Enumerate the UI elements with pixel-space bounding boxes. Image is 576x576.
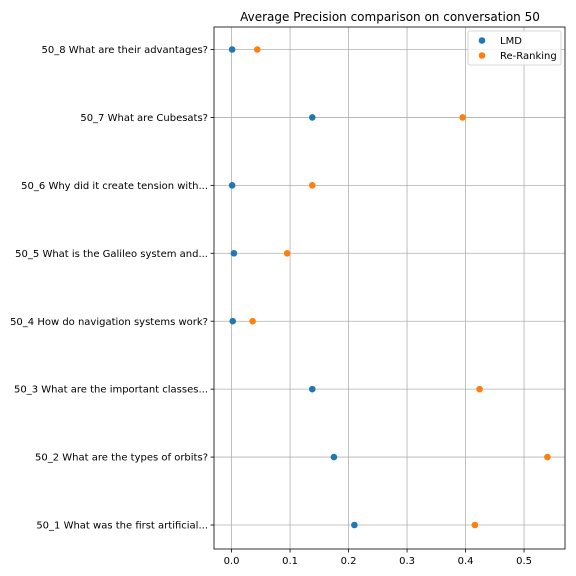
grid-lines xyxy=(214,27,565,549)
legend-marker xyxy=(478,52,486,59)
point-lmd-3 xyxy=(308,385,316,393)
x-tick-label: 0.3 xyxy=(399,556,415,567)
point-re-ranking-6 xyxy=(308,182,316,189)
axes: 0.0 0.1 0.2 0.3 0.4 0.5 50_1 What was the firs… xyxy=(10,45,532,567)
y-tick-label: 50_2 What are the types of orbits? xyxy=(35,453,208,464)
plot-frame xyxy=(213,26,566,550)
point-lmd-7 xyxy=(308,114,316,121)
point-re-ranking-7 xyxy=(459,114,466,121)
point-re-ranking-2 xyxy=(544,453,551,461)
x-tick-label: 0.4 xyxy=(458,556,474,567)
y-tick-label: 50_7 What are Cubesats? xyxy=(80,113,208,124)
y-tick-label: 50_8 What are their advantages? xyxy=(42,45,208,56)
x-tick-label: 0.0 xyxy=(224,556,240,567)
point-re-ranking-4 xyxy=(249,317,256,325)
legend-frame xyxy=(467,30,562,66)
point-re-ranking-5 xyxy=(283,249,291,257)
point-re-ranking-8 xyxy=(253,46,261,53)
legend-label: Re-Ranking xyxy=(500,51,557,62)
legend-label: LMD xyxy=(500,36,522,47)
plot-marks xyxy=(228,46,551,529)
point-lmd-2 xyxy=(330,453,338,461)
legend-marker xyxy=(478,37,486,44)
y-tick-label: 50_3 What are the important classes... xyxy=(14,385,208,396)
y-tick-label: 50_1 What was the first artificial... xyxy=(36,521,208,532)
x-tick-label: 0.1 xyxy=(282,556,298,567)
point-lmd-6 xyxy=(228,182,236,189)
point-lmd-8 xyxy=(228,46,236,53)
point-lmd-4 xyxy=(229,317,237,325)
y-tick-label: 50_4 How do navigation systems work? xyxy=(10,317,208,328)
point-lmd-1 xyxy=(351,521,358,529)
point-re-ranking-1 xyxy=(471,521,479,529)
chart-title: Average Precision comparison on conversa… xyxy=(240,10,540,24)
y-tick-label: 50_6 Why did it create tension with... xyxy=(21,181,208,192)
y-tick-label: 50_5 What is the Galileo system and... xyxy=(15,249,208,260)
legend: LMD Re-Ranking xyxy=(467,30,562,66)
point-re-ranking-3 xyxy=(476,385,483,393)
x-tick-label: 0.5 xyxy=(516,556,532,567)
point-lmd-5 xyxy=(230,249,238,257)
x-tick-label: 0.2 xyxy=(341,556,357,567)
